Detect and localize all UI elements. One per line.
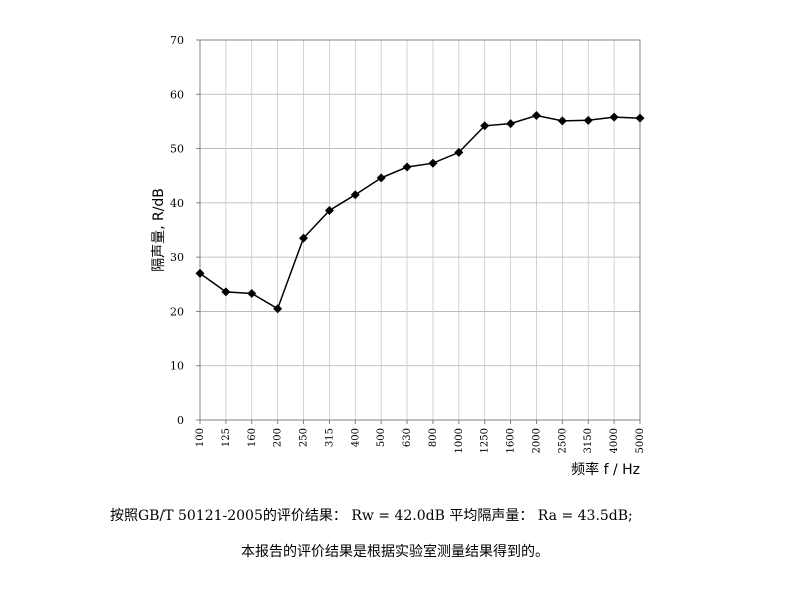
x-tick-label: 630 bbox=[402, 428, 413, 447]
report-note-text: 本报告的评价结果是根据实验室测量结果得到的。 bbox=[241, 544, 549, 560]
grid-lines bbox=[199, 39, 641, 421]
y-tick-label: 30 bbox=[170, 251, 184, 264]
x-tick-label: 250 bbox=[299, 428, 310, 447]
x-tick-label: 2500 bbox=[557, 428, 568, 453]
data-point-marker bbox=[531, 110, 541, 120]
data-point-marker bbox=[247, 289, 257, 299]
x-tick-label: 400 bbox=[350, 428, 361, 447]
data-point-marker bbox=[480, 121, 490, 131]
data-point-marker bbox=[506, 119, 516, 129]
x-tick-label: 160 bbox=[247, 428, 258, 447]
data-point-marker bbox=[609, 112, 619, 122]
x-tick-label: 5000 bbox=[635, 428, 646, 453]
x-tick-label: 100 bbox=[195, 428, 206, 447]
y-axis-label: 隔声量, R/dB bbox=[151, 188, 167, 272]
data-point-marker bbox=[557, 116, 567, 126]
x-tick-label: 1600 bbox=[506, 428, 517, 453]
x-tick-label: 3150 bbox=[583, 428, 594, 453]
data-point-marker bbox=[273, 304, 283, 314]
y-tick-label: 0 bbox=[177, 414, 184, 427]
evaluation-result-text: 按照GB/T 50121-2005的评价结果： Rw = 42.0dB 平均隔声… bbox=[110, 508, 633, 524]
y-tick-label: 60 bbox=[170, 88, 184, 101]
data-point-marker bbox=[324, 205, 334, 215]
data-point-marker bbox=[195, 268, 205, 278]
y-tick-label: 40 bbox=[170, 197, 184, 210]
data-point-marker bbox=[635, 113, 645, 123]
x-tick-labels: 100 125 160 200 250 315 400 500 630 800 1000 1250 16… bbox=[195, 420, 646, 453]
y-tick-label: 70 bbox=[170, 34, 184, 47]
plot-frame bbox=[199, 39, 641, 421]
y-tick-label: 50 bbox=[170, 143, 184, 156]
acoustic-chart: 0 10 20 30 40 50 60 70 100 125 160 200 250 315 400 500… bbox=[151, 34, 646, 478]
x-tick-label: 125 bbox=[221, 428, 232, 447]
data-point-marker bbox=[454, 147, 464, 157]
x-tick-label: 200 bbox=[273, 428, 284, 447]
x-tick-label: 315 bbox=[324, 428, 335, 447]
data-point-marker bbox=[376, 173, 386, 183]
x-tick-label: 1000 bbox=[454, 428, 465, 453]
data-point-marker bbox=[583, 115, 593, 125]
x-tick-label: 800 bbox=[428, 428, 439, 447]
data-point-marker bbox=[350, 190, 360, 200]
plot-area bbox=[200, 40, 640, 420]
x-tick-label: 4000 bbox=[609, 428, 620, 453]
data-point-marker bbox=[299, 233, 309, 243]
x-tick-label: 2000 bbox=[531, 428, 542, 453]
y-tick-labels: 0 10 20 30 40 50 60 70 bbox=[170, 34, 200, 427]
y-tick-label: 20 bbox=[170, 305, 184, 318]
data-point-marker bbox=[428, 158, 438, 168]
y-tick-label: 10 bbox=[170, 360, 184, 373]
x-axis-label: 频率 f / Hz bbox=[571, 461, 640, 478]
x-tick-label: 500 bbox=[376, 428, 387, 447]
x-tick-label: 1250 bbox=[480, 428, 491, 453]
data-point-marker bbox=[221, 287, 231, 297]
data-point-marker bbox=[402, 162, 412, 172]
data-markers bbox=[195, 110, 645, 314]
